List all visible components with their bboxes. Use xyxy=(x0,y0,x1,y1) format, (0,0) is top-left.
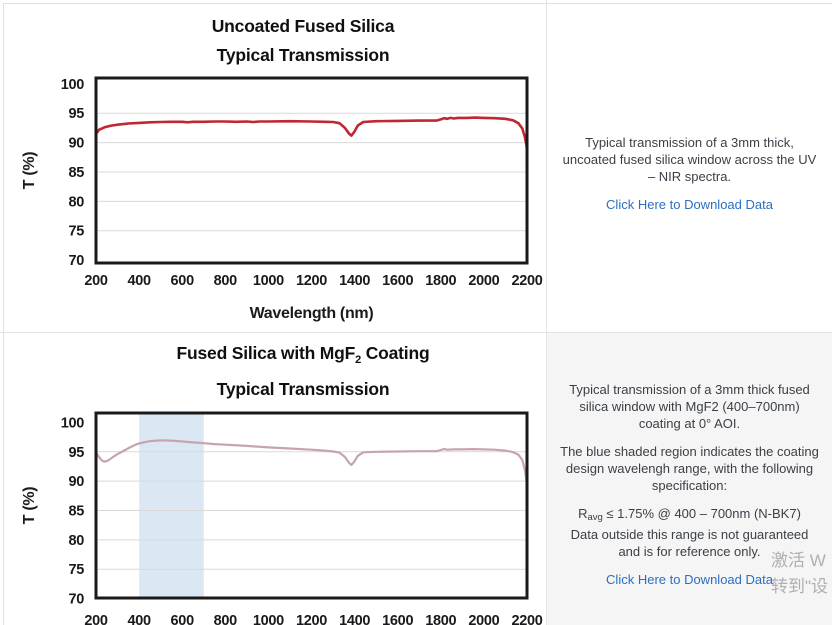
svg-text:1200: 1200 xyxy=(296,613,327,625)
column-divider xyxy=(546,0,547,625)
chart-panel-uncoated: Uncoated Fused Silica Typical Transmissi… xyxy=(4,4,546,332)
info-panel-uncoated: Typical transmission of a 3mm thick, unc… xyxy=(547,4,832,332)
download-data-link-uncoated[interactable]: Click Here to Download Data xyxy=(606,196,773,212)
svg-text:75: 75 xyxy=(68,562,84,578)
chart-panel-coated: Fused Silica with MgF2 Coating Typical T… xyxy=(4,333,546,625)
download-data-link-coated[interactable]: Click Here to Download Data xyxy=(606,571,773,587)
y-axis-label: T (%) xyxy=(21,152,38,190)
svg-text:400: 400 xyxy=(127,273,151,289)
chart-title-line1: Fused Silica with MgF2 Coating xyxy=(176,343,430,366)
svg-text:90: 90 xyxy=(68,136,84,152)
coated-description-1: Typical transmission of a 3mm thick fuse… xyxy=(569,381,810,431)
svg-text:800: 800 xyxy=(214,613,238,625)
svg-text:1400: 1400 xyxy=(339,613,370,625)
subscript-avg: avg xyxy=(587,511,603,523)
svg-text:2200: 2200 xyxy=(511,613,542,625)
uncoated-description: Typical transmission of a 3mm thick, unc… xyxy=(562,134,817,184)
svg-text:100: 100 xyxy=(61,415,85,431)
transmission-curve xyxy=(94,116,529,153)
svg-text:200: 200 xyxy=(84,273,108,289)
svg-text:70: 70 xyxy=(68,592,84,608)
svg-text:1000: 1000 xyxy=(253,273,284,289)
svg-text:2200: 2200 xyxy=(511,273,542,289)
svg-text:2000: 2000 xyxy=(468,613,499,625)
info-panel-coated: Typical transmission of a 3mm thick fuse… xyxy=(547,333,832,625)
y-axis-label: T (%) xyxy=(21,487,38,525)
svg-text:1400: 1400 xyxy=(339,273,370,289)
svg-text:200: 200 xyxy=(84,613,108,625)
svg-text:80: 80 xyxy=(68,533,84,549)
subscript-2: 2 xyxy=(355,354,362,366)
chart-title-uncoated: Uncoated Fused Silica Typical Transmissi… xyxy=(4,4,546,70)
svg-text:2000: 2000 xyxy=(468,273,499,289)
svg-text:600: 600 xyxy=(171,613,195,625)
svg-text:800: 800 xyxy=(214,273,238,289)
svg-text:85: 85 xyxy=(68,503,84,519)
svg-text:1200: 1200 xyxy=(296,273,327,289)
svg-text:1600: 1600 xyxy=(382,613,413,625)
x-axis-label: Wavelength (nm) xyxy=(250,305,374,322)
svg-text:75: 75 xyxy=(68,224,84,240)
coated-description-2: The blue shaded region indicates the coa… xyxy=(560,443,819,493)
svg-text:1600: 1600 xyxy=(382,273,413,289)
svg-text:95: 95 xyxy=(68,106,84,122)
page-left-border xyxy=(3,3,4,625)
svg-text:1800: 1800 xyxy=(425,273,456,289)
svg-text:95: 95 xyxy=(68,445,84,461)
svg-text:600: 600 xyxy=(171,273,195,289)
chart-title-coated: Fused Silica with MgF2 Coating Typical T… xyxy=(4,333,546,404)
coating-spec: Ravg ≤ 1.75% @ 400 – 700nm (N-BK7) xyxy=(578,505,801,523)
row-divider xyxy=(0,332,832,333)
coating-design-band xyxy=(139,413,204,598)
coated-description-3: Data outside this range is not guarantee… xyxy=(570,526,809,559)
chart-title-line2: Typical Transmission xyxy=(216,45,390,65)
plot-frame xyxy=(94,76,529,265)
chart-title-line2: Typical Transmission xyxy=(216,379,390,399)
svg-text:90: 90 xyxy=(68,474,84,490)
svg-text:70: 70 xyxy=(68,253,84,269)
svg-text:100: 100 xyxy=(61,77,85,93)
svg-text:1000: 1000 xyxy=(253,613,284,625)
plot-frame xyxy=(94,411,529,600)
svg-text:85: 85 xyxy=(68,165,84,181)
svg-text:400: 400 xyxy=(127,613,151,625)
chart-title-line1: Uncoated Fused Silica xyxy=(211,16,395,36)
transmission-curve xyxy=(94,439,529,491)
svg-text:80: 80 xyxy=(68,194,84,210)
svg-text:1800: 1800 xyxy=(425,613,456,625)
page-top-border xyxy=(3,3,832,4)
